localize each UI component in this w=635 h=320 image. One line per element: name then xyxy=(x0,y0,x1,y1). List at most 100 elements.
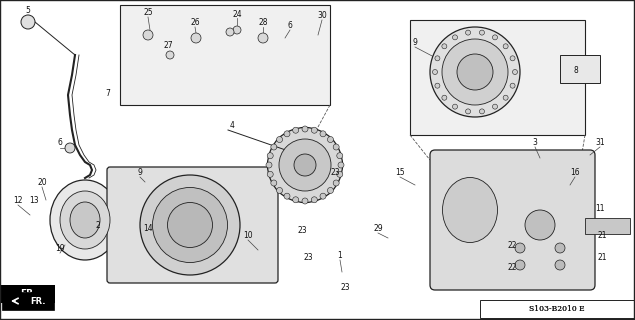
Ellipse shape xyxy=(525,210,555,240)
Text: FR.: FR. xyxy=(20,290,36,299)
Text: 2: 2 xyxy=(96,220,100,229)
Text: 6: 6 xyxy=(58,138,62,147)
Circle shape xyxy=(515,260,525,270)
Circle shape xyxy=(65,143,75,153)
Ellipse shape xyxy=(493,35,497,40)
Text: 4: 4 xyxy=(230,121,234,130)
Ellipse shape xyxy=(311,127,318,133)
Text: 29: 29 xyxy=(373,223,383,233)
Ellipse shape xyxy=(337,153,343,159)
Circle shape xyxy=(21,15,35,29)
Text: 22: 22 xyxy=(507,263,517,273)
Ellipse shape xyxy=(333,144,339,150)
Ellipse shape xyxy=(279,139,331,191)
Text: S103-B2010 E: S103-B2010 E xyxy=(529,305,585,313)
Text: 11: 11 xyxy=(595,204,605,212)
Text: 24: 24 xyxy=(232,10,242,19)
Text: 31: 31 xyxy=(595,138,605,147)
Bar xyxy=(480,300,634,318)
Ellipse shape xyxy=(271,180,277,186)
Text: 3: 3 xyxy=(533,138,537,147)
Ellipse shape xyxy=(284,131,290,137)
Circle shape xyxy=(166,51,174,59)
Text: 19: 19 xyxy=(55,244,65,252)
Text: 9: 9 xyxy=(138,167,142,177)
Text: 7: 7 xyxy=(105,89,110,98)
FancyBboxPatch shape xyxy=(430,150,595,290)
Text: 21: 21 xyxy=(598,230,607,239)
Ellipse shape xyxy=(493,104,497,109)
Ellipse shape xyxy=(271,144,277,150)
Text: 23: 23 xyxy=(297,226,307,235)
Bar xyxy=(410,20,585,135)
Ellipse shape xyxy=(140,175,240,275)
Circle shape xyxy=(233,26,241,34)
Ellipse shape xyxy=(311,197,318,203)
Ellipse shape xyxy=(277,137,283,142)
Ellipse shape xyxy=(328,137,333,142)
Ellipse shape xyxy=(293,127,298,133)
Ellipse shape xyxy=(267,127,342,203)
Circle shape xyxy=(430,27,520,117)
Ellipse shape xyxy=(479,109,485,114)
Ellipse shape xyxy=(512,69,518,75)
Text: 15: 15 xyxy=(395,167,405,177)
Text: 23: 23 xyxy=(303,253,313,262)
Ellipse shape xyxy=(152,188,227,262)
Text: 9: 9 xyxy=(413,37,417,46)
Text: 21: 21 xyxy=(598,253,607,262)
Ellipse shape xyxy=(442,44,447,49)
Text: 16: 16 xyxy=(570,167,580,177)
Ellipse shape xyxy=(267,171,273,177)
Ellipse shape xyxy=(432,69,438,75)
Circle shape xyxy=(143,30,153,40)
Circle shape xyxy=(555,243,565,253)
Bar xyxy=(120,5,330,105)
Text: 23: 23 xyxy=(340,284,350,292)
Ellipse shape xyxy=(284,193,290,199)
Ellipse shape xyxy=(320,131,326,137)
Text: 12: 12 xyxy=(13,196,23,204)
Ellipse shape xyxy=(338,162,344,168)
Ellipse shape xyxy=(465,109,471,114)
Ellipse shape xyxy=(453,35,457,40)
Text: FR.: FR. xyxy=(30,297,46,306)
Ellipse shape xyxy=(168,203,213,247)
Ellipse shape xyxy=(442,95,447,100)
Text: 27: 27 xyxy=(163,41,173,50)
Ellipse shape xyxy=(277,188,283,194)
Ellipse shape xyxy=(503,44,508,49)
Text: 22: 22 xyxy=(507,241,517,250)
Ellipse shape xyxy=(293,197,298,203)
Ellipse shape xyxy=(320,193,326,199)
Text: 25: 25 xyxy=(143,7,153,17)
Text: 13: 13 xyxy=(29,196,39,204)
Text: 8: 8 xyxy=(573,66,578,75)
Bar xyxy=(560,55,600,83)
Text: 26: 26 xyxy=(190,18,200,27)
Text: S103-B2010 E: S103-B2010 E xyxy=(529,305,585,313)
Ellipse shape xyxy=(479,30,485,35)
FancyBboxPatch shape xyxy=(107,167,278,283)
Ellipse shape xyxy=(510,83,515,88)
Ellipse shape xyxy=(302,198,308,204)
Ellipse shape xyxy=(70,202,100,238)
Text: 6: 6 xyxy=(288,20,293,29)
Text: 23: 23 xyxy=(330,167,340,177)
Ellipse shape xyxy=(435,56,440,61)
Circle shape xyxy=(457,54,493,90)
Circle shape xyxy=(515,243,525,253)
Text: 10: 10 xyxy=(243,230,253,239)
Text: 5: 5 xyxy=(25,5,30,14)
Bar xyxy=(0,285,55,303)
Bar xyxy=(2,292,54,310)
Ellipse shape xyxy=(328,188,333,194)
Ellipse shape xyxy=(503,95,508,100)
Ellipse shape xyxy=(443,178,497,243)
Circle shape xyxy=(258,33,268,43)
Ellipse shape xyxy=(302,126,308,132)
Ellipse shape xyxy=(266,162,272,168)
Text: 30: 30 xyxy=(317,11,327,20)
Ellipse shape xyxy=(465,30,471,35)
Ellipse shape xyxy=(337,171,343,177)
